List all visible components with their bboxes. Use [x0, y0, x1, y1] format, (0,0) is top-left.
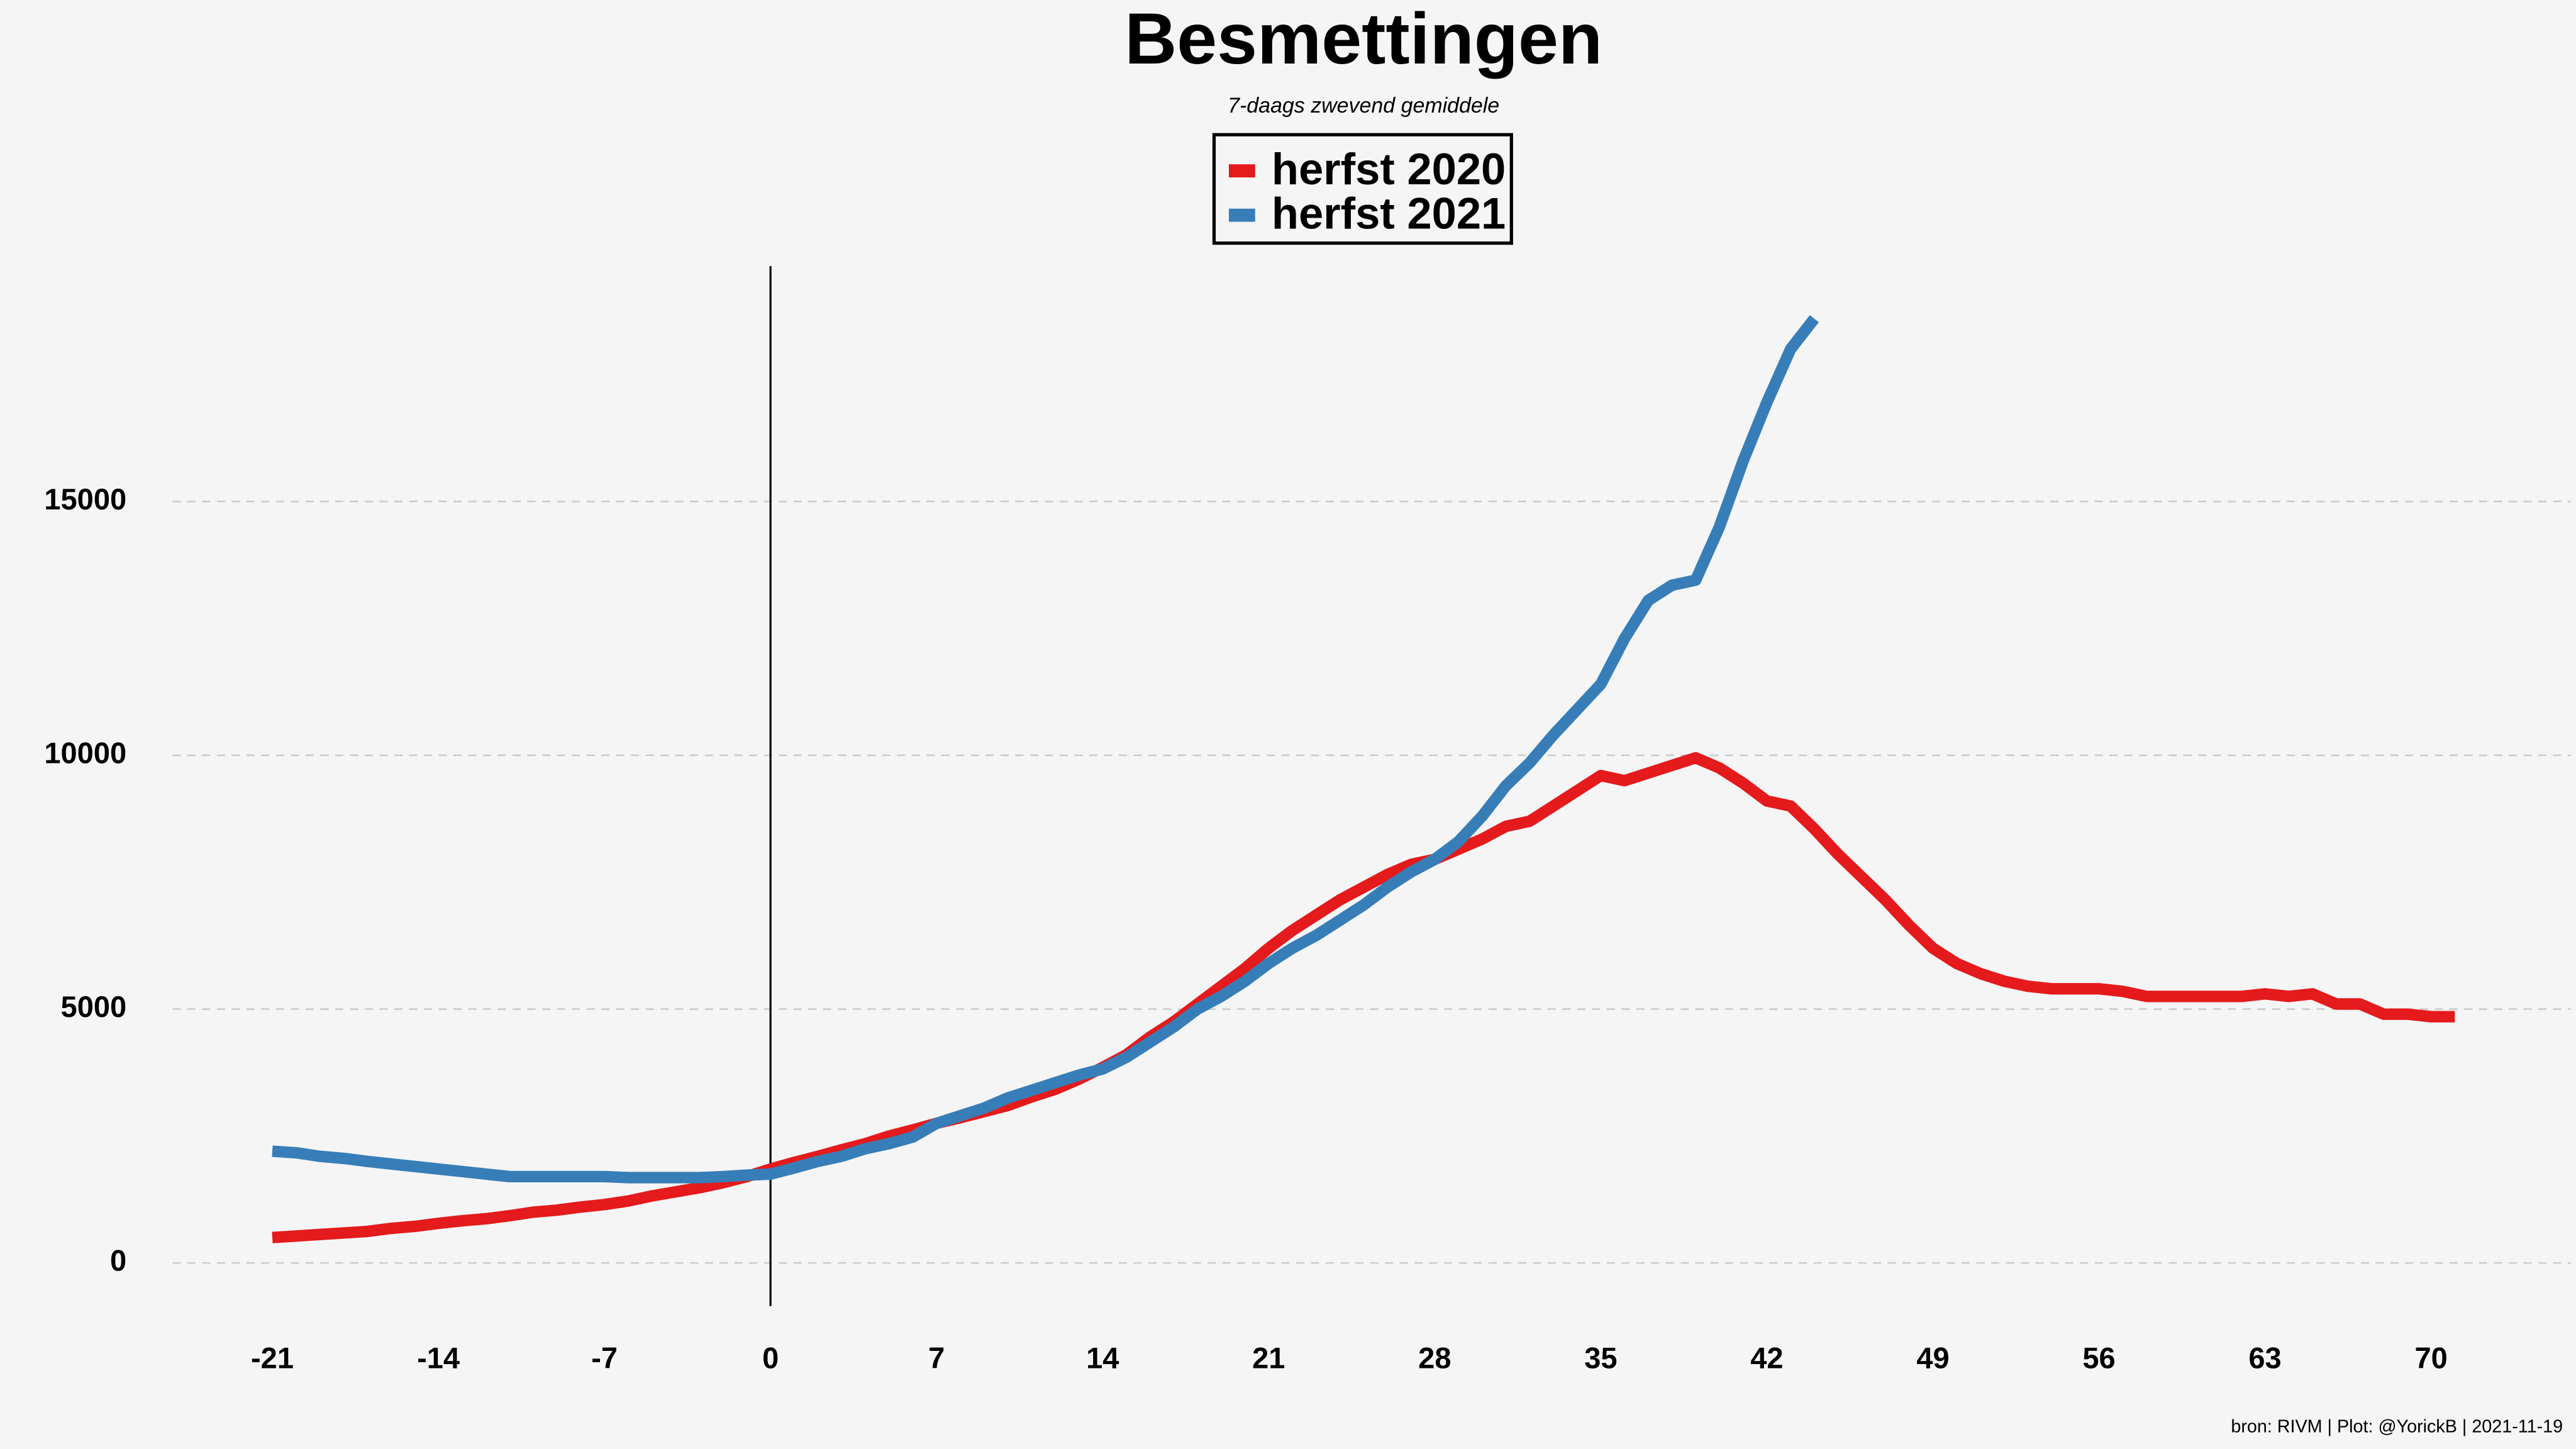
x-tick-label: 35	[1584, 1341, 1617, 1374]
legend-swatch	[1228, 164, 1255, 178]
x-tick-label: -21	[251, 1341, 294, 1374]
y-tick-label: 10000	[44, 736, 126, 769]
x-tick-label: 63	[2248, 1341, 2281, 1374]
x-tick-label: -14	[417, 1341, 460, 1374]
x-tick-label: 21	[1252, 1341, 1285, 1374]
legend-label: herfst 2020	[1272, 144, 1506, 194]
x-tick-label: 42	[1750, 1341, 1783, 1374]
x-tick-label: -7	[591, 1341, 618, 1374]
legend-label: herfst 2021	[1272, 188, 1506, 238]
chart-title: Besmettingen	[1124, 0, 1602, 79]
x-tick-label: 56	[2082, 1341, 2115, 1374]
caption: bron: RIVM | Plot: @YorickB | 2021-11-19	[2231, 1417, 2563, 1437]
series-line	[272, 315, 1819, 1184]
series-line	[272, 752, 2455, 1243]
x-tick-label: 70	[2414, 1341, 2447, 1374]
chart-subtitle: 7-daags zwevend gemiddele	[1228, 94, 1499, 118]
y-tick-label: 5000	[61, 990, 127, 1023]
x-tick-label: 49	[1916, 1341, 1949, 1374]
y-tick-label: 0	[110, 1244, 126, 1277]
x-tick-label: 14	[1086, 1341, 1119, 1374]
x-tick-label: 7	[928, 1341, 945, 1374]
x-tick-label: 0	[762, 1341, 779, 1374]
y-tick-label: 15000	[44, 482, 126, 516]
legend-swatch	[1228, 208, 1255, 222]
x-tick-label: 28	[1418, 1341, 1451, 1374]
legend-box	[1212, 133, 1513, 245]
